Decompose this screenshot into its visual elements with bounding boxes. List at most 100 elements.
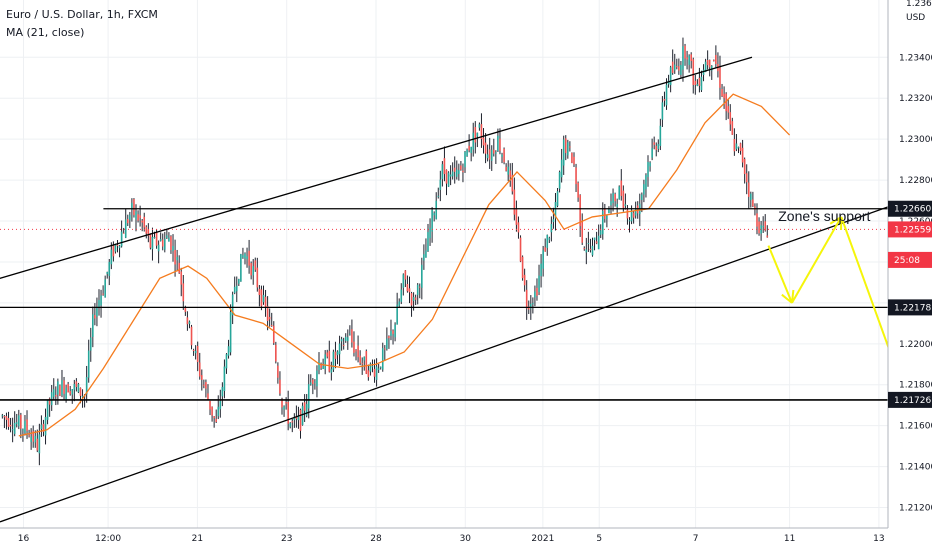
price-badge (888, 391, 932, 408)
candle-body (262, 294, 265, 303)
candle-body (149, 234, 152, 248)
candle-body (521, 256, 524, 279)
candle-body (342, 344, 345, 346)
candle-body (540, 263, 542, 277)
candle-body (587, 243, 590, 245)
candle-body (455, 169, 458, 177)
candle-body (118, 245, 121, 249)
candle-body (418, 286, 421, 288)
candle-body (548, 238, 551, 240)
candle-body (289, 422, 292, 427)
candle-body (40, 424, 43, 430)
candle-body (690, 54, 692, 62)
candle-body (336, 351, 339, 356)
candle-body (299, 409, 302, 431)
candle-body (626, 209, 629, 219)
candle-body (377, 368, 380, 370)
candle-body (601, 210, 604, 235)
chart-title: Euro / U.S. Dollar, 1h, FXCM (6, 8, 158, 21)
candle-body (96, 306, 98, 317)
candle-body (338, 343, 341, 355)
candle-body (110, 249, 113, 265)
candle-body (425, 250, 427, 258)
candle-body (42, 423, 45, 432)
candle-body (624, 204, 627, 206)
candle-body (445, 169, 448, 184)
price-axis-partial-label: 1.23600 (906, 0, 932, 9)
candle-body (198, 362, 201, 377)
candle-body (233, 286, 236, 293)
candle-body (593, 237, 596, 241)
candle-body (67, 383, 69, 393)
candle-body (692, 59, 695, 86)
candle-body (38, 434, 41, 454)
candle-body (536, 287, 538, 296)
time-tick-label: 12:00 (95, 534, 121, 544)
time-tick-label: 5 (596, 534, 602, 544)
candle-body (69, 390, 72, 395)
candle-body (449, 174, 452, 177)
candle-body (762, 225, 764, 227)
candle-body (320, 363, 322, 368)
candle-body (610, 201, 612, 206)
candle-body (291, 421, 294, 423)
candle-body (307, 384, 310, 409)
candle-body (754, 206, 756, 210)
candle-body (429, 227, 431, 239)
candle-body (523, 274, 526, 286)
candle-body (351, 329, 353, 343)
candle-body (616, 203, 618, 208)
candle-body (196, 345, 199, 363)
candle-body (673, 64, 676, 71)
candle-body (55, 395, 57, 397)
price-tick-label: 1.21400 (899, 463, 932, 473)
candle-body (9, 424, 12, 427)
candle-body (231, 294, 234, 316)
candle-body (194, 350, 197, 354)
candle-body (182, 283, 185, 302)
candle-body (36, 438, 39, 451)
candle-body (530, 303, 532, 309)
candle-body (318, 361, 320, 370)
candle-body (634, 209, 637, 216)
candle-body (583, 248, 586, 250)
candle-body (102, 293, 104, 295)
candlesticks (1, 37, 769, 466)
candle-body (209, 400, 211, 410)
candle-body (766, 235, 769, 238)
candle-body (357, 345, 359, 358)
candle-body (620, 180, 623, 196)
candle-body (443, 158, 446, 175)
candle-body (758, 221, 760, 234)
candle-body (558, 171, 561, 189)
candle-body (507, 166, 509, 175)
candle-body (632, 212, 635, 218)
candle-body (567, 142, 569, 156)
candle-body (651, 148, 653, 158)
candle-body (752, 199, 754, 207)
price-tick-label: 1.23400 (899, 53, 932, 63)
candle-body (174, 249, 176, 265)
candle-body (460, 165, 462, 170)
candle-body (636, 205, 639, 214)
candle-body (488, 149, 491, 160)
candle-body (519, 237, 522, 262)
candle-body (48, 398, 51, 405)
candle-body (597, 235, 600, 250)
candle-body (447, 172, 450, 187)
candle-body (28, 435, 30, 437)
candle-body (671, 61, 674, 73)
candle-body (546, 234, 549, 248)
candle-body (630, 210, 633, 222)
price-tick-label: 1.21800 (899, 381, 932, 391)
candle-body (560, 159, 563, 178)
candle-body (79, 387, 82, 396)
candle-body (564, 138, 567, 154)
candle-body (386, 338, 388, 350)
candle-body (184, 307, 187, 312)
price-badge (888, 221, 932, 238)
candle-body (589, 248, 592, 251)
candle-body (406, 283, 409, 292)
candle-body (268, 316, 271, 320)
